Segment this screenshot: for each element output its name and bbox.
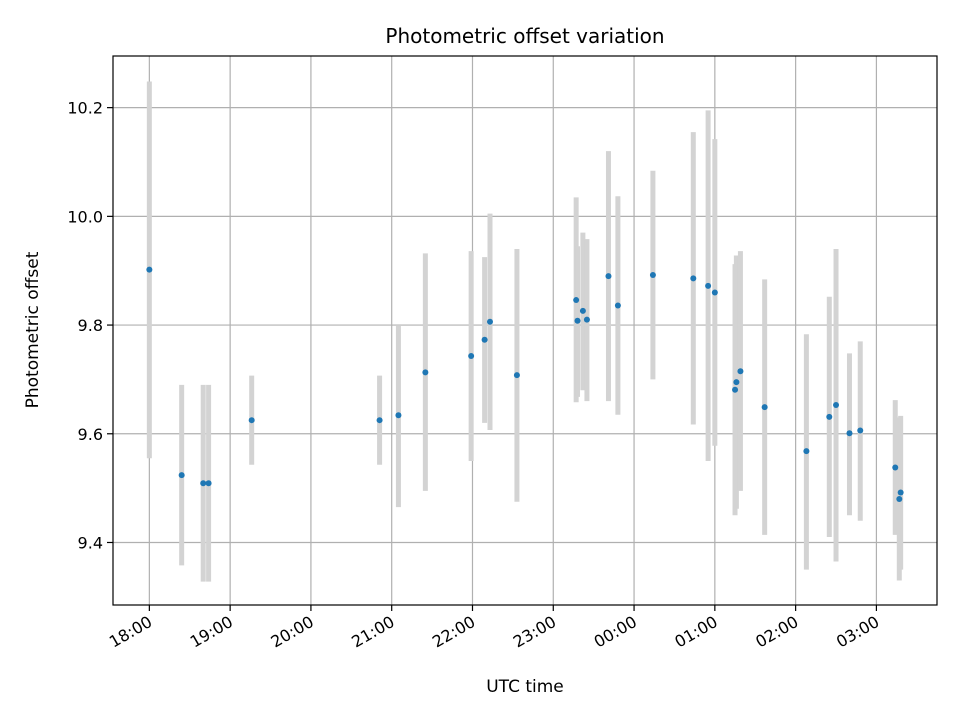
y-tick-label: 10.2 xyxy=(67,99,103,118)
data-point xyxy=(579,307,586,314)
y-axis-label: Photometric offset xyxy=(23,251,43,408)
data-point xyxy=(146,266,153,273)
data-point xyxy=(481,336,488,343)
y-tick-label: 10.0 xyxy=(67,207,103,226)
data-points xyxy=(146,266,904,503)
data-point xyxy=(486,318,493,325)
data-point xyxy=(178,472,185,479)
data-point xyxy=(803,448,810,455)
data-point xyxy=(857,427,864,434)
data-point xyxy=(376,417,383,424)
data-point xyxy=(711,289,718,296)
data-point xyxy=(614,302,621,309)
y-tick-label: 9.8 xyxy=(78,316,103,335)
x-axis-label: UTC time xyxy=(486,677,564,697)
data-point xyxy=(205,480,212,487)
y-axis-ticks: 9.4 9.6 9.8 10.0 10.2 xyxy=(67,99,113,552)
data-point xyxy=(422,369,429,376)
data-point xyxy=(826,413,833,420)
data-point xyxy=(737,368,744,375)
data-point xyxy=(690,275,697,282)
data-point xyxy=(248,417,255,424)
data-point xyxy=(513,372,520,379)
plot-frame xyxy=(112,55,938,606)
data-point xyxy=(846,430,853,437)
data-point xyxy=(733,379,740,386)
data-point xyxy=(574,317,581,324)
data-point xyxy=(761,404,768,411)
data-point xyxy=(468,353,475,360)
data-point xyxy=(732,386,739,393)
data-point xyxy=(583,316,590,323)
data-point xyxy=(649,272,656,279)
data-point xyxy=(395,412,402,419)
data-point xyxy=(833,401,840,408)
data-point xyxy=(892,464,899,471)
data-point xyxy=(200,480,207,487)
y-tick-label: 9.4 xyxy=(78,533,103,552)
chart-title: Photometric offset variation xyxy=(385,24,664,48)
data-point xyxy=(897,489,904,496)
y-tick-label: 9.6 xyxy=(78,425,103,444)
data-point xyxy=(573,297,580,304)
data-point xyxy=(896,496,903,503)
data-point xyxy=(705,282,712,289)
data-point xyxy=(605,273,612,280)
